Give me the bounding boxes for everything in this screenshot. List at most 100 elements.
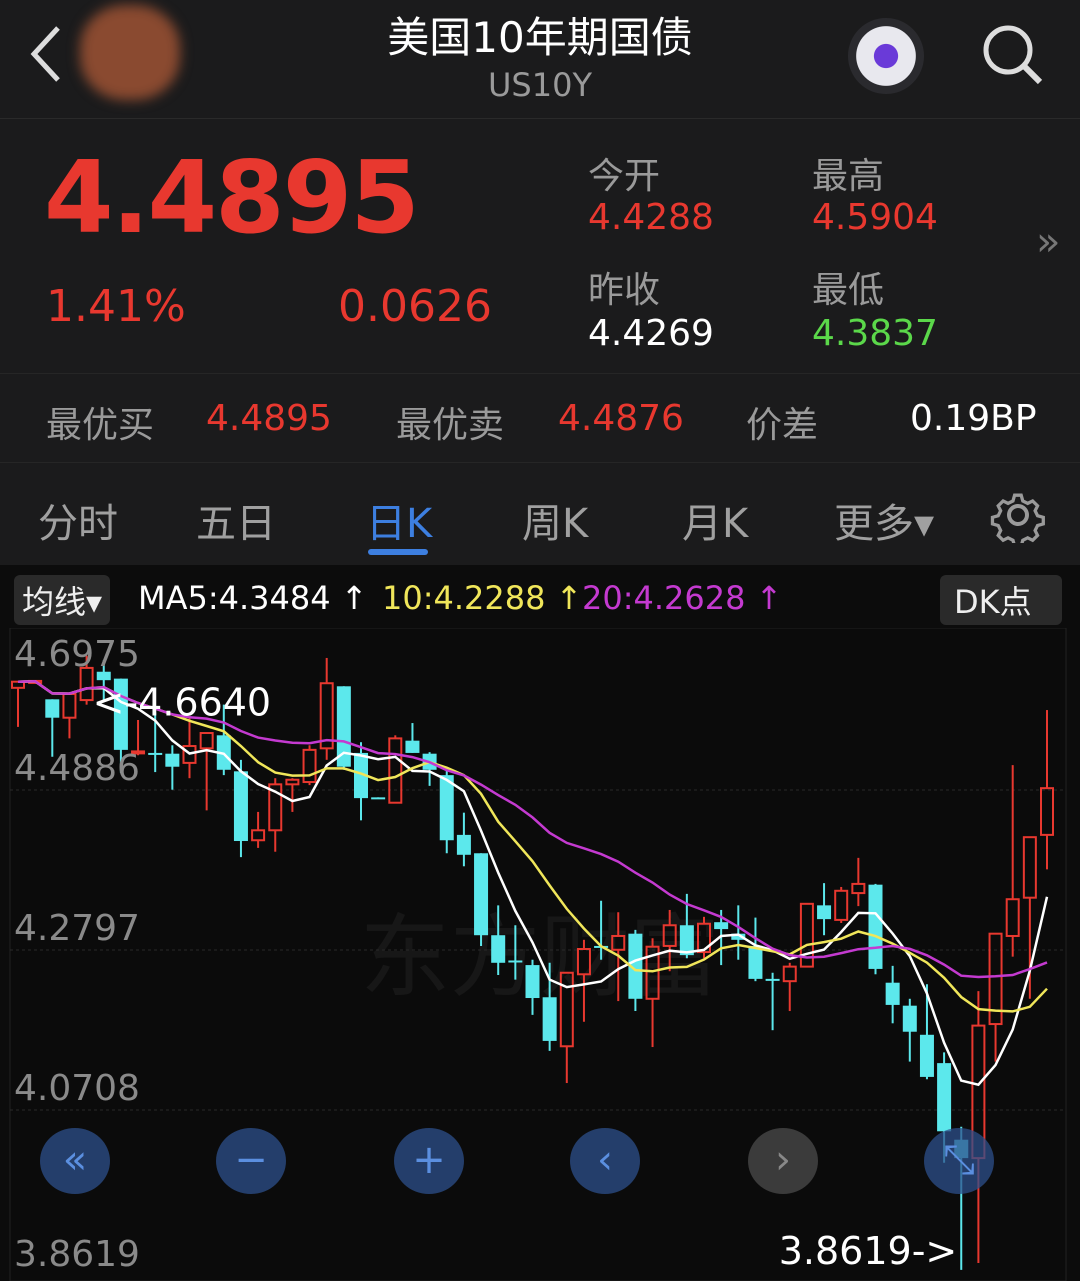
robot-mascot-icon[interactable] xyxy=(848,18,924,94)
y-tick-label: 4.6975 xyxy=(14,634,140,675)
candle xyxy=(697,916,711,959)
open-value: 4.4288 xyxy=(588,197,714,238)
candle xyxy=(868,883,883,975)
candle-body xyxy=(782,965,797,983)
tab-daily-k[interactable]: 日K xyxy=(366,501,433,547)
prev-close-value: 4.4269 xyxy=(588,313,714,354)
candle xyxy=(336,686,351,770)
chevron-left-icon xyxy=(30,26,60,82)
candle-body xyxy=(937,1063,952,1132)
spread-label: 价差 xyxy=(746,405,819,446)
zoom-out-button[interactable]: − xyxy=(216,1128,286,1194)
low-value: 4.3837 xyxy=(812,313,938,354)
candle-body xyxy=(542,997,557,1041)
zoom-in-button[interactable]: + xyxy=(394,1128,464,1194)
candle xyxy=(885,965,900,1024)
ma-selector[interactable]: 均线▾ xyxy=(14,575,111,625)
tab-weekly-k[interactable]: 周K xyxy=(522,501,589,547)
ask-value: 4.4876 xyxy=(558,398,684,439)
candle xyxy=(131,719,146,756)
candle-body xyxy=(919,1034,934,1077)
bid-value: 4.4895 xyxy=(206,398,332,439)
candle xyxy=(456,812,471,867)
chevron-left-icon: ‹ xyxy=(597,1137,613,1183)
candle-body xyxy=(371,797,386,800)
candle xyxy=(1022,836,1037,999)
back-button[interactable] xyxy=(22,18,72,88)
ma10-value: 10:4.2288 ↑ xyxy=(382,579,583,617)
candle-body xyxy=(148,752,163,755)
tab-intraday[interactable]: 分时 xyxy=(38,501,118,547)
double-chevron-right-icon: » xyxy=(1036,219,1061,265)
candle xyxy=(559,971,574,1084)
candle xyxy=(405,723,420,753)
candle xyxy=(765,972,780,1031)
tab-five-day[interactable]: 五日 xyxy=(196,501,276,547)
chevron-left-button[interactable]: ‹ xyxy=(570,1128,640,1194)
ma20-line xyxy=(17,680,1048,979)
last-price: 4.4895 xyxy=(44,139,420,256)
candle xyxy=(474,853,489,946)
candle-body xyxy=(525,965,540,999)
candle-body xyxy=(748,945,763,979)
ma5-line xyxy=(17,680,1049,1087)
candle xyxy=(251,811,266,848)
candle-body xyxy=(285,778,300,786)
candle xyxy=(988,932,1003,1062)
redacted-avatar xyxy=(80,5,180,100)
candle xyxy=(165,745,180,790)
candle-body xyxy=(388,737,403,804)
tab-more[interactable]: 更多▾ xyxy=(834,501,935,547)
candle xyxy=(834,886,849,923)
candle-body xyxy=(559,971,574,1048)
prev-close-label: 昨收 xyxy=(588,270,661,311)
candle xyxy=(371,797,386,800)
candle xyxy=(233,759,248,858)
y-tick-label: 3.8619 xyxy=(14,1234,140,1275)
chevron-right-button[interactable]: › xyxy=(748,1128,818,1194)
tab-monthly-k[interactable]: 月K xyxy=(682,501,749,547)
min-price-label: 3.8619-> xyxy=(779,1229,958,1273)
zoom-out-icon: − xyxy=(234,1137,268,1183)
period-tabs: 分时 五日 日K 周K 月K 更多▾ xyxy=(0,463,1080,565)
candle-body xyxy=(131,750,146,755)
candle-body xyxy=(165,753,180,767)
candle-body xyxy=(302,748,317,784)
candle-body xyxy=(456,834,471,855)
fullscreen-button[interactable]: ⤡ xyxy=(924,1128,994,1194)
search-button[interactable] xyxy=(978,20,1048,90)
candle xyxy=(782,962,797,1012)
candle-body xyxy=(233,771,248,842)
bid-ask-row: 最优买 4.4895 最优卖 4.4876 价差 0.19BP xyxy=(0,373,1080,464)
candle-body xyxy=(885,982,900,1005)
candle-body xyxy=(679,925,694,956)
double-chevron-left-button[interactable]: « xyxy=(40,1128,110,1194)
open-label: 今开 xyxy=(588,156,661,197)
candle xyxy=(285,778,300,812)
candle xyxy=(919,984,934,1080)
quote-panel: 4.4895 1.41% 0.0626 今开 4.4288 最高 4.5904 … xyxy=(0,119,1080,373)
zoom-in-icon: + xyxy=(412,1137,446,1183)
candle xyxy=(319,657,334,760)
expand-quote-button[interactable]: » xyxy=(1036,219,1060,265)
max-price-label: <-4.6640 xyxy=(93,681,272,725)
candle-body xyxy=(1040,787,1054,836)
candle-body xyxy=(645,945,660,1000)
candle-body xyxy=(354,752,368,799)
double-chevron-left-icon: « xyxy=(62,1137,88,1183)
candle xyxy=(817,883,832,936)
candle xyxy=(902,998,917,1062)
candle-body xyxy=(714,922,729,930)
candle xyxy=(182,717,197,779)
ma10-line xyxy=(17,680,1048,1013)
active-tab-indicator xyxy=(368,549,428,555)
candle-body xyxy=(902,1005,917,1032)
candle-body xyxy=(731,933,746,940)
dk-point-button[interactable]: DK点 xyxy=(940,575,1062,625)
indicator-bar: 均线▾ MA5:4.3484 ↑ 10:4.2288 ↑ 20:4.2628 ↑… xyxy=(0,566,1080,628)
candle-body xyxy=(611,934,626,951)
settings-button[interactable] xyxy=(990,487,1046,548)
candle xyxy=(1040,710,1054,870)
candle xyxy=(525,959,540,1015)
